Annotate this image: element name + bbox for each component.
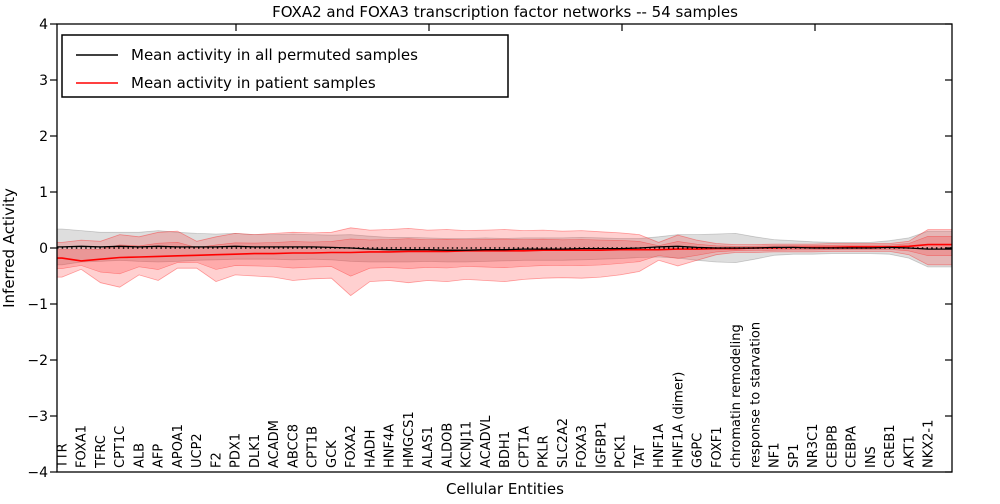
x-tick-label: G6PC: [691, 433, 706, 468]
x-tick-label: PCK1: [614, 434, 629, 468]
x-tick-label: F2: [209, 452, 224, 468]
x-tick-label: CPT1B: [306, 426, 321, 468]
y-tick-label: 2: [39, 129, 48, 145]
x-tick-label: SLC2A2: [556, 418, 571, 468]
x-tick-label: HADH: [363, 430, 378, 468]
y-tick-label: −1: [27, 297, 48, 313]
y-tick-label: 4: [39, 17, 48, 33]
x-tick-label: PDX1: [229, 433, 244, 468]
x-tick-label: CPT1C: [113, 426, 128, 468]
x-axis-label: Cellular Entities: [446, 480, 564, 498]
x-tick-label: NR3C1: [806, 424, 821, 468]
x-tick-label: ABCC8: [286, 424, 301, 468]
x-tick-label: FOXA3: [575, 425, 590, 468]
x-tick-label: INS: [864, 446, 879, 468]
x-tick-label: AKT1: [902, 435, 917, 468]
x-tick-label: HNF1A (dimer): [671, 372, 686, 468]
y-tick-label: −3: [27, 409, 48, 425]
x-tick-label: CPT1A: [517, 426, 532, 468]
legend: Mean activity in all permuted samples Me…: [61, 34, 509, 98]
x-tick-label: FOXA2: [344, 425, 359, 468]
x-tick-label: FOXA1: [75, 425, 90, 468]
x-tick-label: PKLR: [537, 435, 552, 468]
x-tick-label: ACADVL: [479, 415, 494, 468]
chart-title: FOXA2 and FOXA3 transcription factor net…: [272, 3, 738, 21]
x-tick-label: NKX2-1: [922, 420, 937, 468]
x-tick-label: AFP: [152, 444, 167, 468]
y-tick-label: −2: [27, 353, 48, 369]
x-tick-label: HNF4A: [383, 424, 398, 468]
y-tick-label: −4: [27, 465, 48, 481]
x-tick-label: TTR: [56, 443, 71, 469]
x-tick-label: ACADM: [267, 420, 282, 468]
x-tick-label: HNF1A: [652, 424, 667, 468]
x-tick-label: HMGCS1: [402, 411, 417, 468]
x-tick-label: ALB: [132, 443, 147, 468]
x-tick-label: ALAS1: [421, 426, 436, 468]
x-tick-label: IGFBP1: [594, 422, 609, 468]
x-tick-label: DLK1: [248, 434, 263, 468]
x-tick-label: GCK: [325, 440, 340, 468]
x-tick-label: FOXF1: [710, 426, 725, 468]
legend-label-patient-samples: Mean activity in patient samples: [131, 74, 376, 92]
x-tick-label: ALDOB: [440, 423, 455, 468]
y-tick-label: 3: [39, 73, 48, 89]
x-tick-label: CEBPB: [825, 425, 840, 468]
y-tick-label: 0: [39, 241, 48, 257]
x-tick-label: NF1: [768, 443, 783, 468]
x-tick-label: BDH1: [498, 431, 513, 468]
permuted-mean-line: [57, 245, 952, 251]
x-tick-label: CREB1: [883, 424, 898, 468]
x-tick-label: APOA1: [171, 424, 186, 468]
axes-frame: [56, 23, 953, 473]
chart-content: 4 3 2 1 0 −1 −2 −3 −4 TTR FOXA1 TFRC CPT1C ALB AFP APOA…: [27, 17, 953, 481]
y-tick-label: 1: [39, 185, 48, 201]
x-tick-label: SP1: [787, 444, 802, 468]
y-axis-label: Inferred Activity: [0, 188, 18, 308]
x-tick-label: TFRC: [94, 435, 109, 469]
x-tick-label: response to starvation: [748, 322, 763, 468]
x-tick-label: chromatin remodeling: [729, 324, 744, 468]
legend-label-permuted-samples: Mean activity in all permuted samples: [131, 46, 418, 64]
legend-box: [61, 34, 509, 98]
x-tick-label: UCP2: [190, 433, 205, 468]
x-tick-label: CEBPA: [845, 426, 860, 468]
x-tick-label: KCNJ11: [460, 421, 475, 468]
x-tick-label: TAT: [633, 445, 648, 469]
